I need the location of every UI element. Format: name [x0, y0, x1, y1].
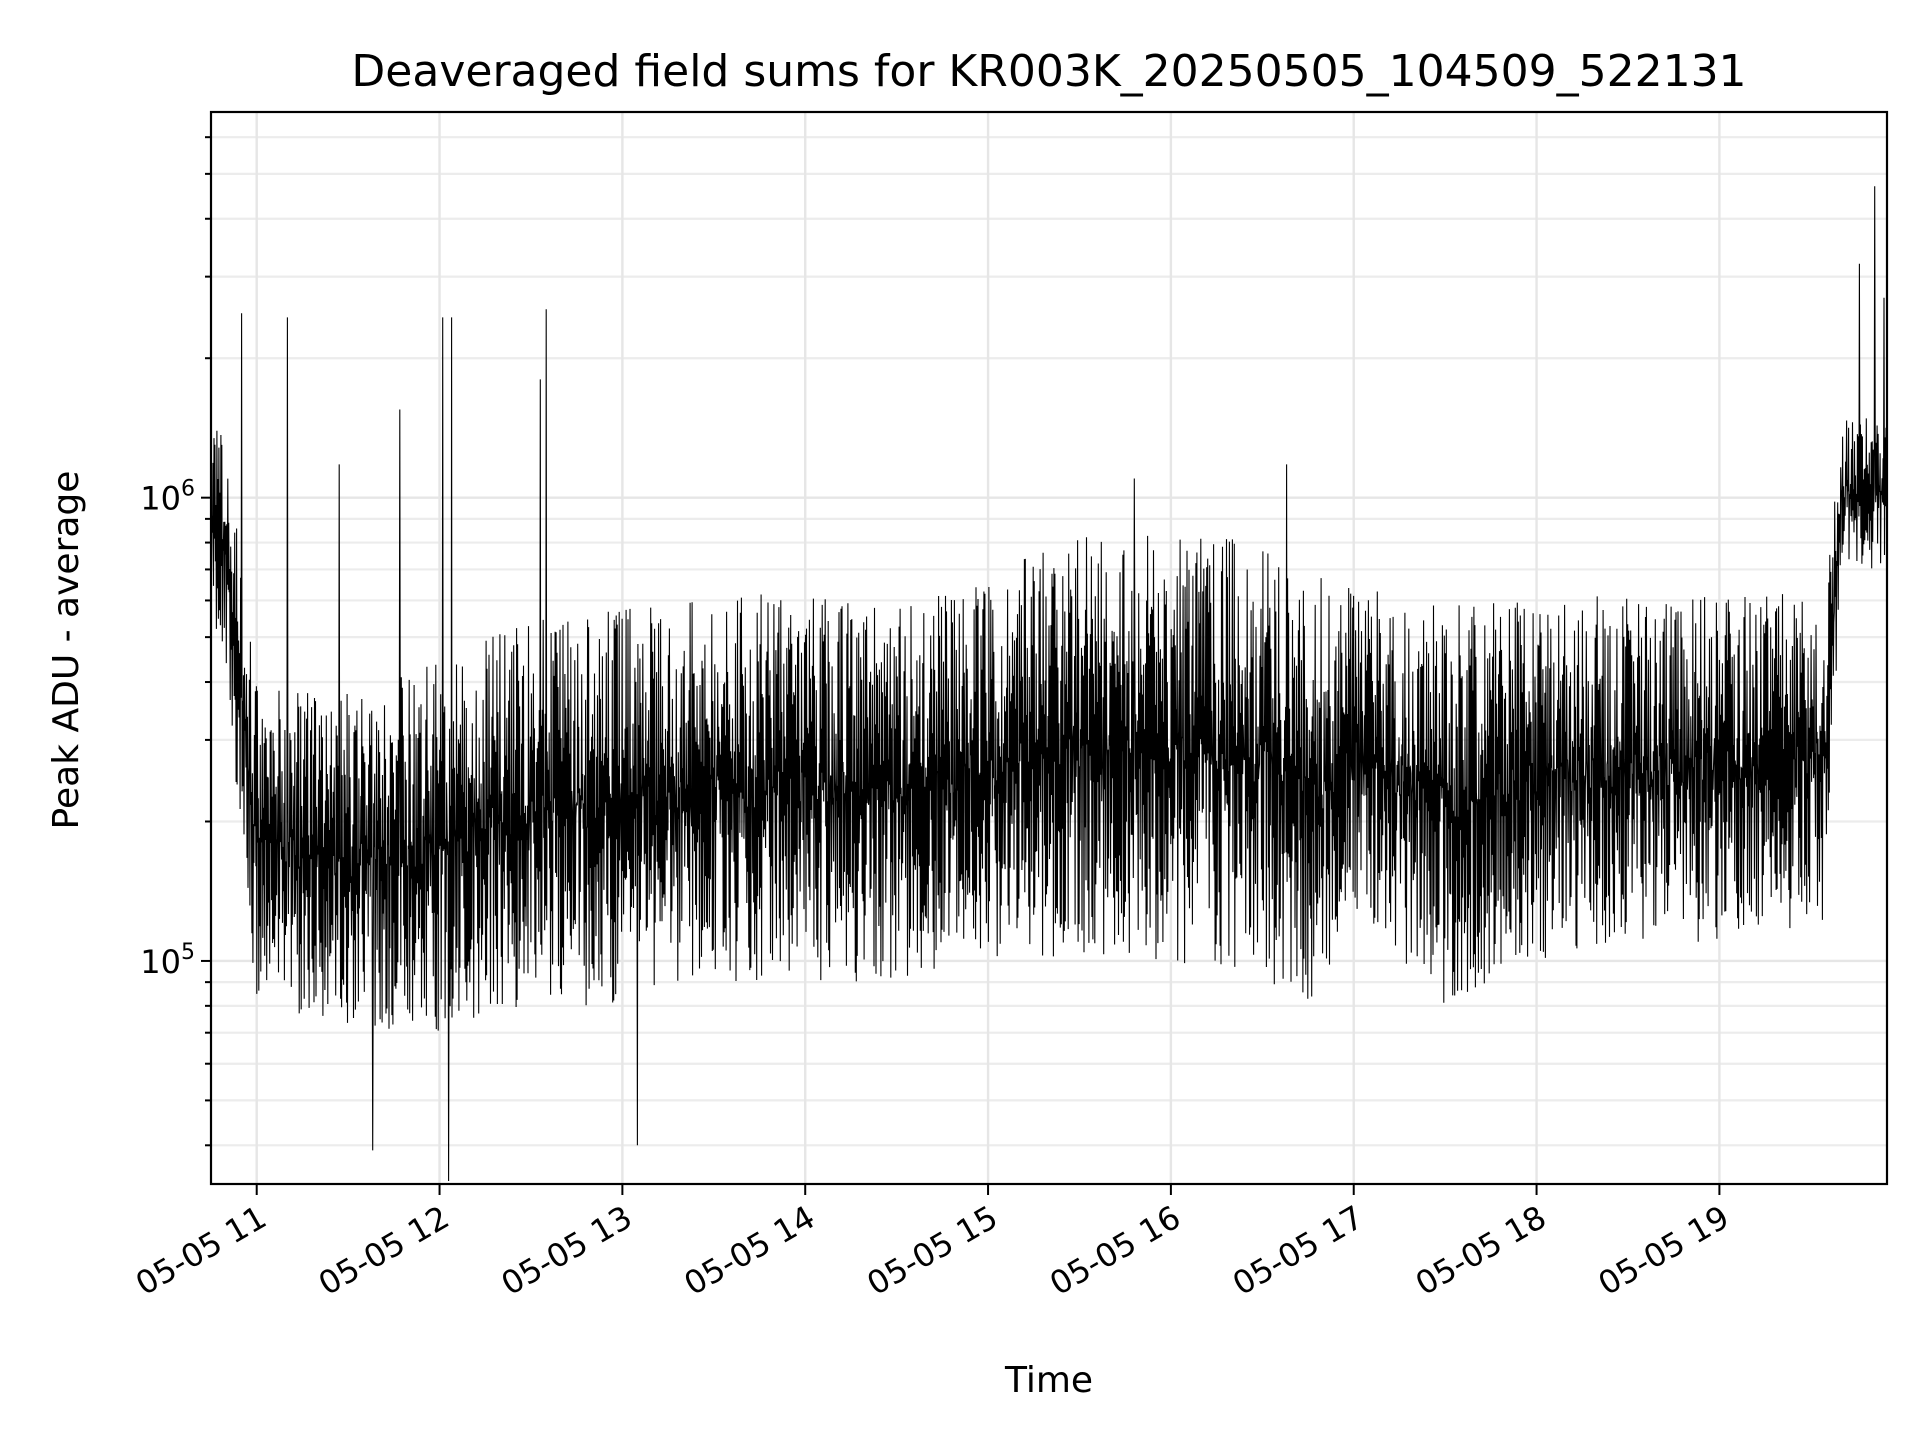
x-tick-label: 05-05 18 — [1409, 1198, 1553, 1303]
x-axis-label: Time — [1004, 1360, 1093, 1401]
chart-title: Deaveraged field sums for KR003K_2025050… — [351, 46, 1746, 97]
x-tick-label: 05-05 15 — [860, 1198, 1004, 1303]
x-tick-label: 05-05 16 — [1043, 1198, 1187, 1303]
x-axis: 05-05 11 05-05 12 05-05 13 05-05 14 05-05 15… — [129, 1184, 1735, 1303]
y-axis-label: Peak ADU - average — [46, 471, 87, 830]
y-tick-label: 106 — [140, 477, 195, 518]
plot-frame — [209, 110, 1889, 1186]
y-axis: 105 106 — [140, 136, 211, 1147]
x-tick-label: 05-05 11 — [129, 1198, 273, 1303]
x-tick-label: 05-05 12 — [312, 1198, 456, 1303]
x-tick-label: 05-05 17 — [1226, 1198, 1370, 1303]
x-tick-label: 05-05 13 — [495, 1198, 639, 1303]
series-line — [210, 186, 1888, 1182]
y-tick-label: 105 — [140, 940, 195, 981]
x-tick-label: 05-05 14 — [678, 1198, 822, 1303]
x-tick-label: 05-05 19 — [1592, 1198, 1736, 1303]
